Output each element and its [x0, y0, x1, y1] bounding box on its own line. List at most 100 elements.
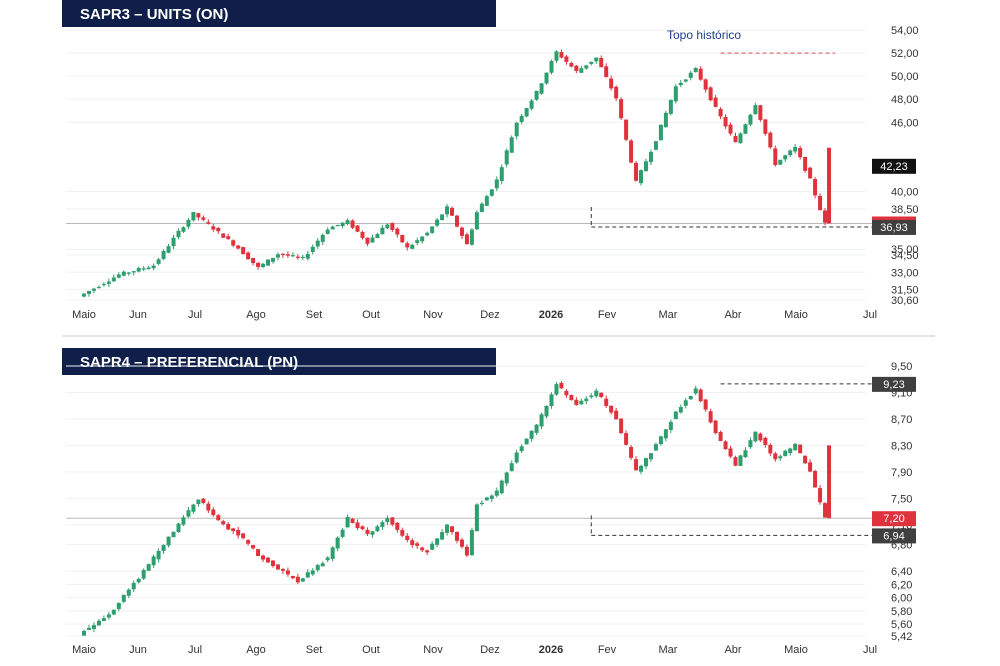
candle-body	[778, 159, 783, 165]
price-label-box	[872, 158, 916, 174]
candle-body	[96, 620, 101, 626]
candle-body	[405, 535, 410, 540]
candle-body	[121, 271, 126, 276]
candle-body	[365, 237, 370, 244]
candle-body	[86, 627, 91, 630]
candle-body	[733, 135, 738, 143]
candle-body	[529, 100, 534, 109]
candle-body	[514, 452, 519, 463]
candle-body	[474, 212, 479, 230]
candle-body	[803, 156, 808, 171]
candle-body	[653, 444, 658, 451]
sapr4-title-bar	[62, 348, 496, 375]
candle-body	[818, 488, 823, 503]
candle-body	[86, 291, 91, 294]
candle-body	[121, 594, 126, 602]
candle-body	[335, 537, 340, 549]
candle-body	[430, 226, 435, 233]
candle-body	[300, 256, 305, 259]
candle-body	[440, 214, 445, 221]
x-tick-label: Dez	[480, 309, 500, 321]
candle-body	[285, 254, 290, 256]
candle-body	[773, 453, 778, 460]
sapr4-grid	[66, 365, 865, 637]
candle-body	[126, 272, 131, 274]
candle-body	[484, 196, 489, 206]
candle-body	[763, 437, 768, 445]
x-tick-label: Out	[362, 309, 380, 321]
candle-body	[405, 243, 410, 248]
candle-body	[529, 430, 534, 439]
sapr4-reference-lines	[66, 383, 872, 536]
candle-body	[365, 529, 370, 534]
candle-body	[708, 411, 713, 423]
candle-body	[509, 463, 514, 472]
candle-body	[499, 167, 504, 182]
candle-body	[390, 517, 395, 525]
candle-body	[464, 546, 469, 556]
candle-body	[743, 124, 748, 134]
candle-body	[280, 253, 285, 256]
candle-body	[320, 563, 325, 567]
x-tick-label: 2026	[539, 309, 563, 321]
candle-body	[395, 522, 400, 530]
candle-body	[360, 526, 365, 530]
candle-body	[106, 614, 111, 618]
sapr4-price-labels: 9,23 7,20 6,94	[872, 376, 916, 544]
candle-body	[256, 262, 261, 267]
candle-body	[420, 547, 425, 551]
candle-body	[639, 465, 644, 472]
candle-body	[504, 150, 509, 165]
candle-body	[395, 228, 400, 235]
sapr4-x-axis: Maio Jun Jul Ago Set Out Nov Dez 2026 Fev Mar Abr Ma…	[72, 644, 877, 656]
candle-body	[504, 472, 509, 484]
candle-body	[733, 457, 738, 466]
sapr3-title-bar	[62, 0, 496, 27]
candle-body	[614, 86, 619, 99]
candle-body	[156, 259, 161, 264]
candle-body	[380, 522, 385, 527]
candle-body	[758, 433, 763, 441]
candle-body	[678, 407, 683, 413]
candle-body	[723, 116, 728, 127]
candle-body	[673, 86, 678, 102]
candle-body	[579, 400, 584, 405]
candle-body	[673, 411, 678, 420]
candle-body	[683, 400, 688, 406]
candle-body	[698, 68, 703, 80]
candle-body	[355, 225, 360, 232]
x-tick-label: Mar	[659, 644, 678, 656]
candle-body	[360, 231, 365, 238]
candle-body	[778, 456, 783, 459]
candle-body	[658, 124, 663, 141]
x-tick-label: Jul	[188, 309, 202, 321]
candle-body	[479, 203, 484, 213]
candle-body	[634, 162, 639, 181]
x-tick-label: Jul	[188, 644, 202, 656]
candle-body	[156, 550, 161, 560]
candle-body	[599, 57, 604, 68]
candle-body	[345, 516, 350, 528]
y-tick-label: 40,00	[891, 187, 919, 199]
candle-body	[231, 528, 236, 532]
candle-body	[315, 565, 320, 571]
candle-body	[514, 122, 519, 137]
candle-body	[604, 398, 609, 406]
candle-body	[688, 72, 693, 78]
candle-body	[350, 518, 355, 523]
candle-body	[827, 147, 832, 224]
candle-body	[489, 495, 494, 499]
x-tick-label: Jul	[863, 644, 877, 656]
candle-body	[345, 220, 350, 224]
y-tick-label: 50,00	[891, 71, 919, 83]
y-tick-label: 33,00	[891, 267, 919, 279]
candle-body	[574, 65, 579, 71]
candle-body	[624, 433, 629, 445]
price-label: 42,23	[880, 161, 908, 173]
candle-body	[176, 230, 181, 238]
candle-body	[703, 399, 708, 410]
candle-body	[469, 229, 474, 245]
candle-body	[275, 564, 280, 570]
candle-body	[589, 395, 594, 398]
